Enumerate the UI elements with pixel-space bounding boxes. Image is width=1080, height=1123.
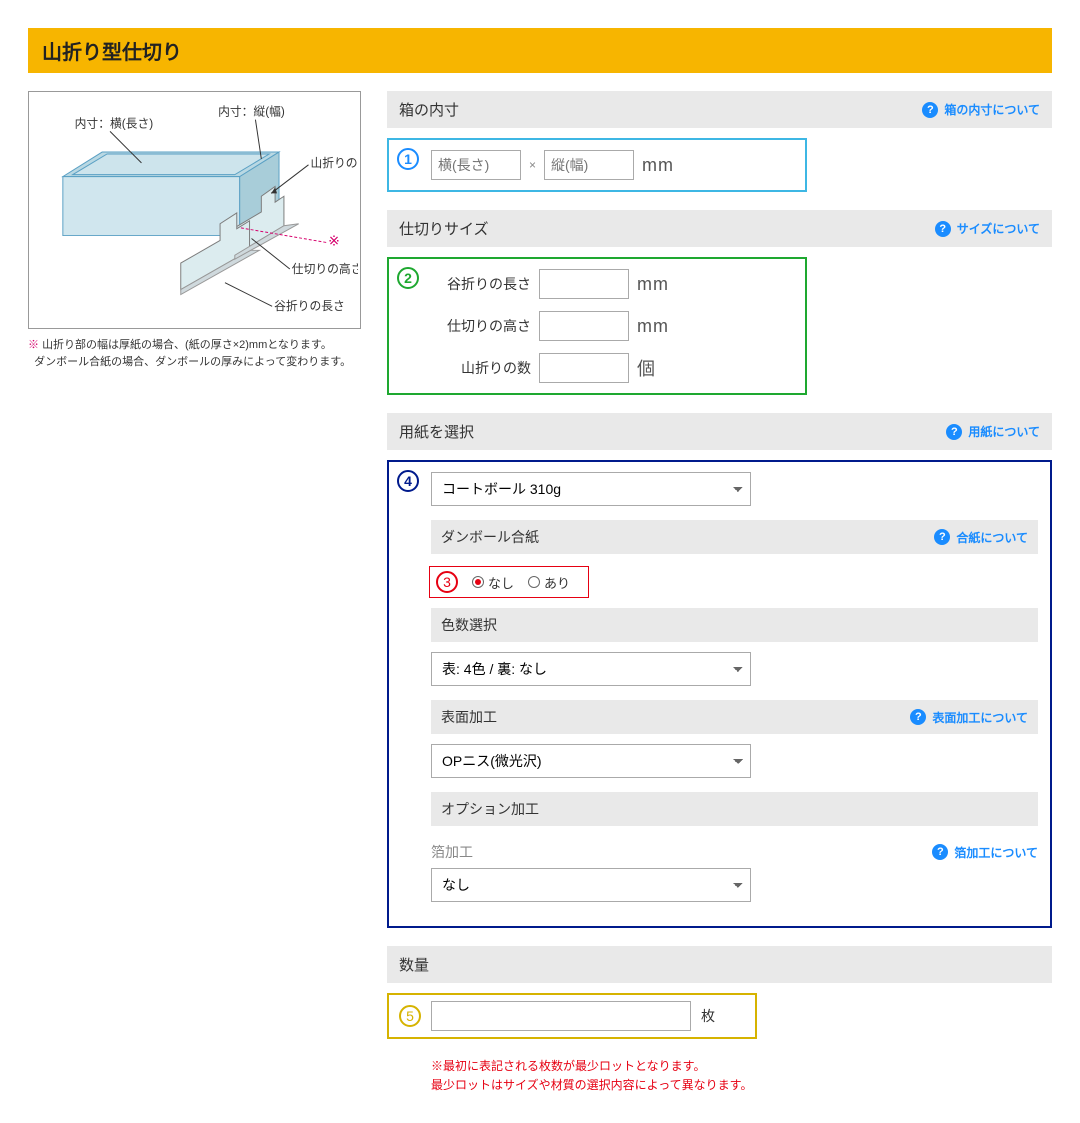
svg-text:仕切りの高さ: 仕切りの高さ <box>292 262 358 276</box>
section-head-surface: 表面加工 ? 表面加工について <box>431 700 1038 734</box>
step-2-badge: 2 <box>397 267 419 289</box>
help-inner-dim[interactable]: ? 箱の内寸について <box>922 101 1040 118</box>
step-3-badge: 3 <box>436 571 458 593</box>
valley-length-input[interactable] <box>539 269 629 299</box>
lamination-none-radio[interactable]: なし <box>472 573 514 592</box>
help-divider-size[interactable]: ? サイズについて <box>935 220 1040 237</box>
help-icon: ? <box>910 709 926 725</box>
fold-count-input[interactable] <box>539 353 629 383</box>
step-4-badge: 4 <box>397 470 419 492</box>
help-icon: ? <box>922 102 938 118</box>
valley-length-label: 谷折りの長さ <box>431 274 531 294</box>
foil-sub-label: 箔加工 <box>431 842 473 862</box>
box-diagram: 内寸：横(長さ) 内寸：縦(幅) 山折りの数 ※ 仕切りの高さ 谷折りの長さ <box>33 98 358 324</box>
diagram-panel: 内寸：横(長さ) 内寸：縦(幅) 山折りの数 ※ 仕切りの高さ 谷折りの長さ ※… <box>28 91 361 370</box>
multiply-sign: × <box>529 158 536 172</box>
help-icon: ? <box>932 844 948 860</box>
step-1-box: 1 × mm <box>387 138 807 192</box>
svg-text:内寸：横(長さ): 内寸：横(長さ) <box>75 116 154 130</box>
unit-ko: 個 <box>637 355 656 381</box>
surface-select[interactable]: OPニス(微光沢) <box>431 744 751 778</box>
quantity-note: ※最初に表記される枚数が最少ロットとなります。 最少ロットはサイズや材質の選択内… <box>431 1057 1052 1095</box>
section-head-inner-dim: 箱の内寸 ? 箱の内寸について <box>387 91 1052 128</box>
section-head-quantity: 数量 <box>387 946 1052 983</box>
diagram-notes: ※ 山折り部の幅は厚紙の場合、(紙の厚さ×2)mmとなります。 ダンボール合紙の… <box>28 337 361 370</box>
lamination-yes-radio[interactable]: あり <box>528 573 570 592</box>
section-head-colors: 色数選択 <box>431 608 1038 642</box>
unit-mm: mm <box>637 316 669 337</box>
step-1-badge: 1 <box>397 148 419 170</box>
help-icon: ? <box>946 424 962 440</box>
step-2-box: 2 谷折りの長さ mm 仕切りの高さ mm 山折りの数 個 <box>387 257 807 395</box>
divider-height-input[interactable] <box>539 311 629 341</box>
help-paper[interactable]: ? 用紙について <box>946 423 1040 440</box>
svg-text:山折りの数: 山折りの数 <box>310 156 358 170</box>
section-head-option: オプション加工 <box>431 792 1038 826</box>
step-3-box: 3 なし あり <box>429 566 589 598</box>
section-head-lamination: ダンボール合紙 ? 合紙について <box>431 520 1038 554</box>
help-icon: ? <box>935 221 951 237</box>
help-lamination[interactable]: ? 合紙について <box>934 529 1028 546</box>
section-head-divider-size: 仕切りサイズ ? サイズについて <box>387 210 1052 247</box>
svg-text:※: ※ <box>328 233 340 248</box>
step-5-box: 5 枚 <box>387 993 757 1039</box>
fold-count-label: 山折りの数 <box>431 358 531 378</box>
section-head-paper: 用紙を選択 ? 用紙について <box>387 413 1052 450</box>
paper-select[interactable]: コートボール 310g <box>431 472 751 506</box>
help-foil[interactable]: ? 箔加工について <box>932 844 1038 861</box>
step-5-badge: 5 <box>399 1005 421 1027</box>
svg-text:内寸：縦(幅): 内寸：縦(幅) <box>218 105 285 119</box>
help-icon: ? <box>934 529 950 545</box>
step-4-box: 4 コートボール 310g ダンボール合紙 ? 合紙について 3 なし あり <box>387 460 1052 928</box>
page-title: 山折り型仕切り <box>28 28 1052 73</box>
unit-mm: mm <box>637 274 669 295</box>
divider-height-label: 仕切りの高さ <box>431 316 531 336</box>
help-surface[interactable]: ? 表面加工について <box>910 709 1028 726</box>
foil-select[interactable]: なし <box>431 868 751 902</box>
inner-depth-input[interactable] <box>544 150 634 180</box>
unit-sheets: 枚 <box>701 1006 715 1026</box>
unit-mm: mm <box>642 155 674 176</box>
colors-select[interactable]: 表: 4色 / 裏: なし <box>431 652 751 686</box>
quantity-input[interactable] <box>431 1001 691 1031</box>
svg-text:谷折りの長さ: 谷折りの長さ <box>274 299 345 313</box>
inner-width-input[interactable] <box>431 150 521 180</box>
